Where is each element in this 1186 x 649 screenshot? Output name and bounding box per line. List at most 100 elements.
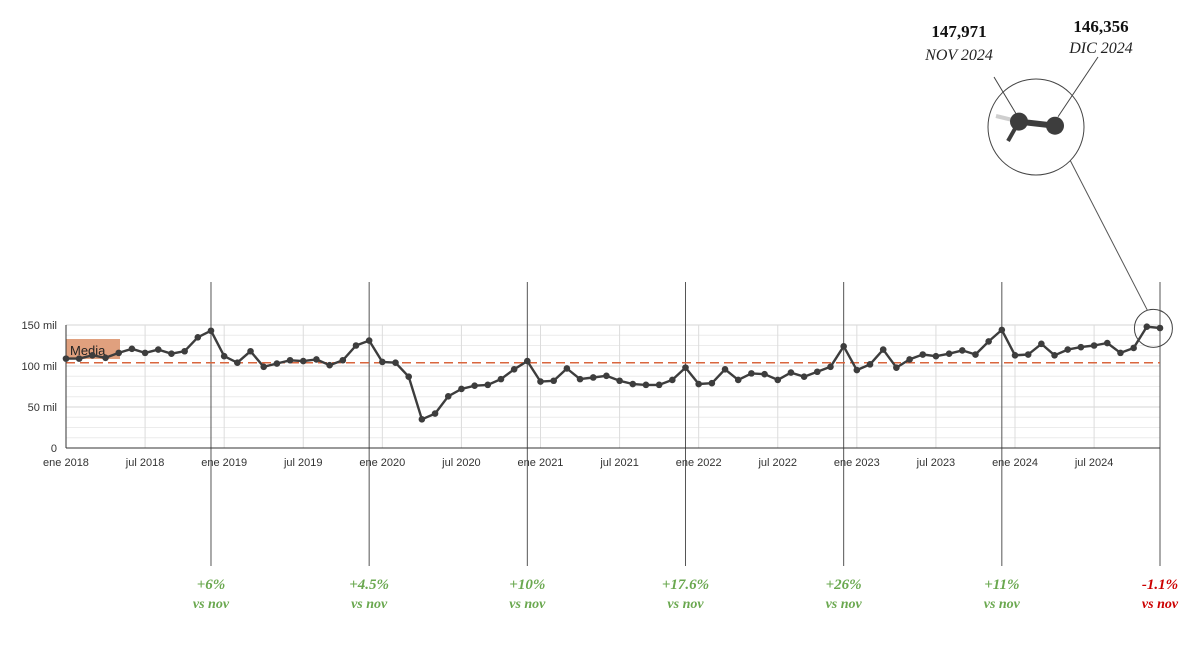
data-point	[879, 346, 887, 353]
data-point	[787, 369, 795, 376]
data-point	[1143, 323, 1151, 330]
y-tick-label: 0	[51, 443, 57, 455]
data-point	[866, 361, 874, 368]
data-point	[814, 368, 821, 376]
data-point	[141, 349, 149, 357]
data-point	[115, 349, 123, 357]
nov-label: NOV 2024	[924, 47, 993, 64]
data-point	[207, 327, 215, 335]
x-tick-label: jul 2023	[916, 457, 956, 469]
x-tick-label: ene 2019	[201, 457, 247, 469]
data-point	[800, 373, 808, 380]
annotation-sub: vs nov	[351, 597, 388, 612]
annotation-value: +26%	[826, 577, 862, 593]
data-point	[181, 347, 188, 355]
data-point	[313, 356, 320, 363]
data-point	[102, 354, 109, 362]
big-circle	[987, 78, 1085, 176]
x-tick-label: jul 2018	[125, 457, 165, 469]
data-point	[761, 370, 768, 378]
x-tick-label: ene 2022	[676, 457, 722, 469]
data-point	[1024, 351, 1032, 358]
data-point	[1011, 352, 1019, 359]
leader-nov	[993, 76, 1017, 114]
annotation-sub: vs nov	[193, 597, 230, 612]
data-point	[919, 351, 927, 358]
data-point	[379, 358, 386, 366]
data-point	[669, 376, 676, 384]
annotation-value: +17.6%	[662, 577, 709, 593]
data-point	[1130, 344, 1137, 352]
data-point	[352, 342, 360, 349]
data-point	[392, 359, 399, 367]
media-reference: Media	[66, 339, 1160, 364]
data-point	[299, 357, 307, 365]
data-point	[326, 361, 333, 369]
data-point	[945, 350, 953, 358]
x-tick-label: jul 2024	[1074, 457, 1114, 469]
data-point	[128, 345, 136, 353]
data-point	[418, 416, 426, 423]
data-point	[365, 337, 373, 344]
y-tick-label: 50 mil	[28, 402, 57, 414]
data-point	[62, 355, 70, 362]
data-point	[1051, 352, 1058, 359]
data-point	[853, 366, 861, 374]
data-point	[906, 356, 913, 363]
annotation-sub: vs nov	[826, 597, 863, 612]
data-point	[168, 350, 175, 358]
data-point	[774, 376, 782, 384]
zoom-point-nov	[1010, 112, 1028, 131]
annotation-sub: vs nov	[984, 597, 1021, 612]
nov-value: 147,971	[931, 22, 986, 41]
annotation-sub: vs nov	[1142, 597, 1179, 612]
data-point	[972, 351, 979, 358]
data-point	[234, 359, 241, 367]
x-tick-label: ene 2018	[43, 457, 89, 469]
data-point	[1077, 343, 1085, 351]
data-point	[1156, 324, 1164, 332]
data-point	[840, 343, 847, 350]
data-point	[721, 365, 729, 373]
annotation-value: -1.1%	[1142, 577, 1178, 593]
x-tick-label: jul 2019	[283, 457, 323, 469]
annotation-sub: vs nov	[509, 597, 546, 612]
x-tick-label: jul 2020	[441, 457, 481, 469]
data-point	[1090, 342, 1098, 349]
zoom-callout: 147,971 NOV 2024 146,356 DIC 2024	[924, 17, 1173, 348]
annotation-value: +10%	[509, 577, 545, 593]
data-point	[642, 381, 650, 389]
data-point	[655, 381, 663, 389]
dic-value: 146,356	[1073, 17, 1128, 36]
grid	[65, 324, 1161, 448]
y-tick-label: 150 mil	[22, 320, 57, 332]
data-point	[708, 379, 716, 387]
data-point	[537, 378, 544, 385]
data-point	[220, 352, 228, 360]
data-point	[1117, 349, 1124, 357]
data-point	[510, 365, 518, 373]
y-tick-label: 100 mil	[22, 361, 57, 373]
media-label: Media	[70, 343, 106, 358]
data-point	[444, 393, 452, 400]
data-point	[682, 364, 689, 371]
data-point	[260, 363, 268, 371]
annotation-sub: vs nov	[667, 597, 704, 612]
series-line	[66, 325, 1161, 421]
data-point	[458, 385, 465, 393]
x-tick-label: ene 2023	[834, 457, 880, 469]
data-point	[985, 338, 992, 345]
data-point	[75, 355, 83, 362]
data-point	[563, 365, 571, 372]
data-point	[893, 364, 900, 371]
data-point	[405, 373, 412, 380]
annotation-value: +11%	[984, 577, 1019, 593]
x-tick-label: ene 2024	[992, 457, 1038, 469]
x-tick-label: jul 2021	[599, 457, 639, 469]
data-point	[695, 380, 702, 388]
data-point	[1038, 340, 1045, 348]
data-point	[958, 347, 966, 354]
annotations: +6% vs nov +4.5% vs nov +10% vs nov +17.6% vs n…	[193, 577, 1179, 612]
data-point	[286, 356, 294, 364]
